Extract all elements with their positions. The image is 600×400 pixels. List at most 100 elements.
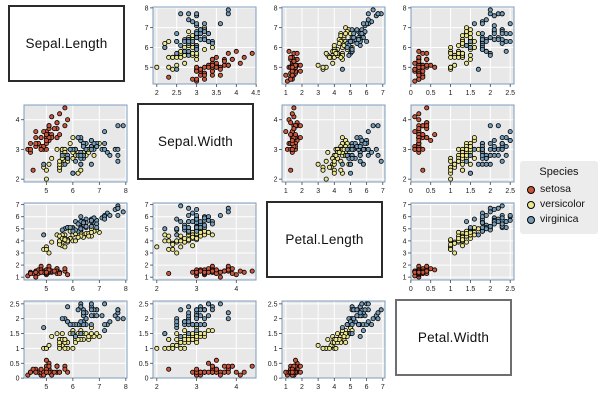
svg-text:5: 5 <box>349 384 353 391</box>
svg-text:6: 6 <box>274 45 278 52</box>
svg-text:1: 1 <box>145 346 149 353</box>
svg-text:7: 7 <box>274 25 278 32</box>
scatter-sepal-length-vs-petal-width: 0 0.5 1 1.5 2 2.5 5 6 7 8 <box>403 5 516 97</box>
svg-text:5: 5 <box>403 65 407 72</box>
svg-text:6: 6 <box>71 384 75 391</box>
svg-text:2: 2 <box>403 177 407 184</box>
svg-text:2: 2 <box>16 316 20 323</box>
svg-text:1.5: 1.5 <box>466 90 476 97</box>
svg-text:7: 7 <box>403 202 407 209</box>
svg-text:0: 0 <box>274 376 278 383</box>
scatter-sepal-length-vs-sepal-width: 2 2.5 3 3.5 4 4.5 5 6 7 8 <box>145 5 260 97</box>
svg-text:6: 6 <box>16 214 20 221</box>
svg-text:0: 0 <box>409 286 413 293</box>
svg-text:7: 7 <box>16 202 20 209</box>
svg-text:7: 7 <box>97 286 101 293</box>
svg-text:2: 2 <box>155 90 159 97</box>
svg-text:2.5: 2.5 <box>139 301 149 308</box>
svg-text:4: 4 <box>16 117 20 124</box>
svg-text:1: 1 <box>145 275 149 282</box>
svg-text:2.5: 2.5 <box>268 301 278 308</box>
svg-text:4: 4 <box>16 238 20 245</box>
svg-text:1.5: 1.5 <box>268 331 278 338</box>
svg-text:8: 8 <box>403 5 407 12</box>
legend-label: setosa <box>540 183 571 195</box>
svg-text:2: 2 <box>488 188 492 195</box>
scatter-petal-width-vs-petal-length: 1 2 3 4 5 6 7 0 0.5 1 1.5 2 2.5 <box>268 300 386 391</box>
svg-text:3: 3 <box>316 188 320 195</box>
svg-text:6: 6 <box>365 90 369 97</box>
svg-text:3: 3 <box>403 147 407 154</box>
svg-text:2: 2 <box>488 286 492 293</box>
svg-text:2: 2 <box>16 263 20 270</box>
svg-text:8: 8 <box>124 188 128 195</box>
svg-text:2: 2 <box>274 177 278 184</box>
svg-text:1: 1 <box>274 346 278 353</box>
svg-text:2: 2 <box>145 316 149 323</box>
legend-label: versicolor <box>540 198 585 210</box>
svg-text:1: 1 <box>284 90 288 97</box>
legend-title: Species <box>539 166 579 178</box>
svg-text:7: 7 <box>97 384 101 391</box>
svg-text:3: 3 <box>195 384 199 391</box>
svg-text:0: 0 <box>409 90 413 97</box>
svg-text:6: 6 <box>71 286 75 293</box>
svg-text:1: 1 <box>16 346 20 353</box>
svg-text:0.5: 0.5 <box>139 361 149 368</box>
diagonal-label-petal-width: Petal.Width <box>395 299 512 376</box>
svg-text:6: 6 <box>403 45 407 52</box>
svg-text:2: 2 <box>155 286 159 293</box>
svg-text:5: 5 <box>145 226 149 233</box>
svg-text:1.5: 1.5 <box>10 331 20 338</box>
svg-text:4: 4 <box>234 90 238 97</box>
svg-text:2.5: 2.5 <box>505 286 515 293</box>
svg-text:3: 3 <box>316 384 320 391</box>
svg-text:0.5: 0.5 <box>426 188 436 195</box>
legend-marker-virginica <box>527 215 535 224</box>
svg-text:5: 5 <box>16 226 20 233</box>
svg-text:2: 2 <box>300 90 304 97</box>
svg-text:5: 5 <box>349 188 353 195</box>
svg-text:2: 2 <box>155 384 159 391</box>
svg-text:7: 7 <box>97 188 101 195</box>
svg-text:3: 3 <box>403 250 407 257</box>
svg-text:2: 2 <box>274 316 278 323</box>
svg-text:1.5: 1.5 <box>466 188 476 195</box>
svg-text:3: 3 <box>16 147 20 154</box>
svg-text:4: 4 <box>403 117 407 124</box>
svg-text:1.5: 1.5 <box>139 331 149 338</box>
svg-text:5: 5 <box>349 90 353 97</box>
svg-text:0: 0 <box>16 376 20 383</box>
svg-text:7: 7 <box>145 25 149 32</box>
svg-text:6: 6 <box>71 188 75 195</box>
scatter-sepal-width-vs-petal-width: 0 0.5 1 1.5 2 2.5 2 3 4 <box>403 104 515 195</box>
legend-items: setosa versicolor virginica <box>527 182 591 227</box>
svg-text:6: 6 <box>365 384 369 391</box>
svg-text:0: 0 <box>409 188 413 195</box>
svg-text:2.5: 2.5 <box>505 90 515 97</box>
svg-text:3: 3 <box>274 147 278 154</box>
svg-text:2: 2 <box>16 177 20 184</box>
svg-text:1: 1 <box>449 188 453 195</box>
svg-text:3.5: 3.5 <box>212 90 222 97</box>
scatter-petal-width-vs-sepal-length: 5 6 7 8 0 0.5 1 1.5 2 2.5 <box>10 300 128 391</box>
svg-text:1: 1 <box>449 286 453 293</box>
svg-text:0.5: 0.5 <box>268 361 278 368</box>
svg-text:7: 7 <box>381 384 385 391</box>
svg-text:8: 8 <box>274 5 278 12</box>
diagonal-label-sepal-length: Sepal.Length <box>8 5 125 82</box>
svg-text:0.5: 0.5 <box>426 286 436 293</box>
legend-marker-setosa <box>527 185 535 194</box>
scatter-sepal-width-vs-sepal-length: 5 6 7 8 2 3 4 <box>16 104 128 195</box>
diagonal-label-petal-length: Petal.Length <box>266 201 383 278</box>
svg-text:5: 5 <box>403 226 407 233</box>
svg-text:1: 1 <box>449 90 453 97</box>
svg-text:5: 5 <box>44 188 48 195</box>
svg-text:5: 5 <box>274 65 278 72</box>
svg-text:7: 7 <box>381 188 385 195</box>
svg-text:5: 5 <box>44 286 48 293</box>
svg-text:1: 1 <box>403 275 407 282</box>
svg-text:1.5: 1.5 <box>466 286 476 293</box>
svg-text:3: 3 <box>195 286 199 293</box>
